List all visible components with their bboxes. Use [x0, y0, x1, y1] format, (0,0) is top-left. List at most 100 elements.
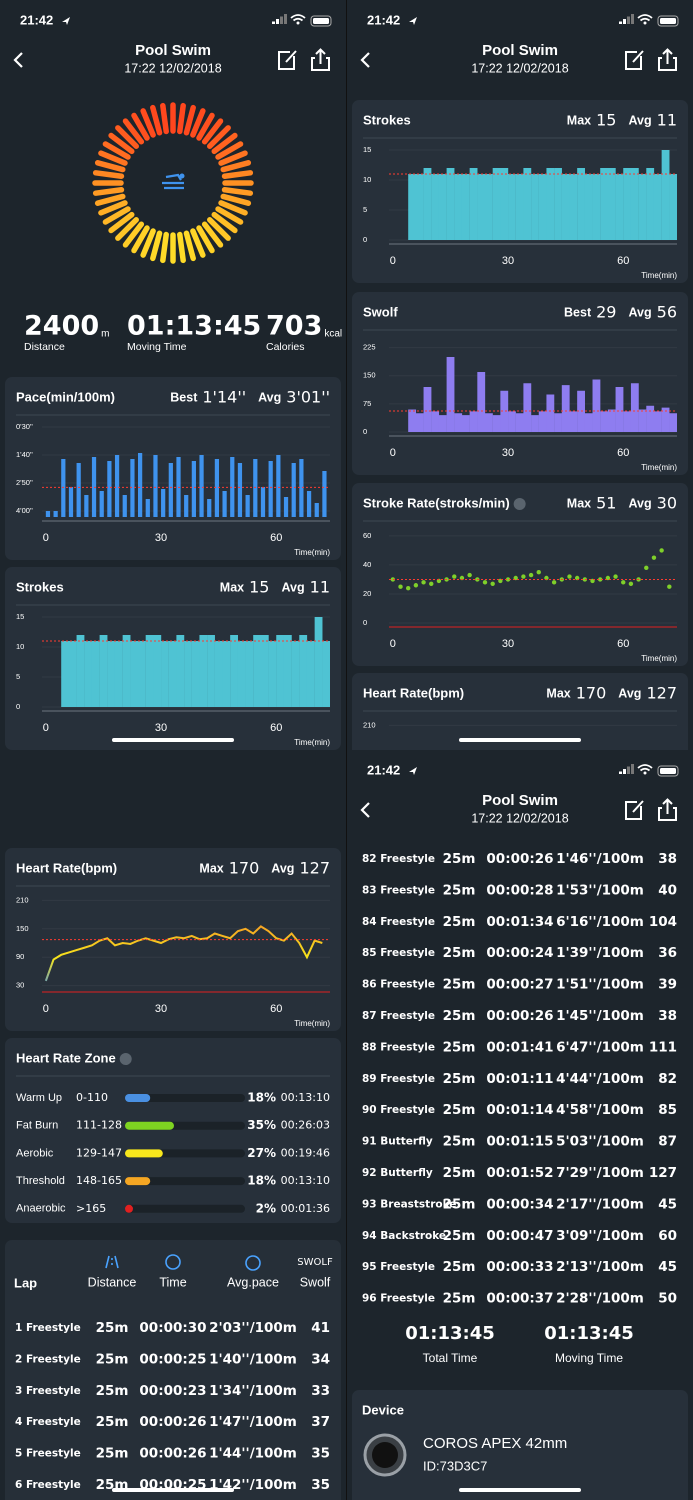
back-button[interactable]: [360, 52, 370, 68]
bar: [508, 174, 516, 240]
share-button[interactable]: [311, 48, 330, 71]
bar: [76, 463, 81, 517]
bar: [130, 641, 139, 707]
stat-value: 51: [596, 494, 616, 513]
x-tick-label: 0: [43, 532, 49, 544]
bar: [161, 641, 169, 707]
bar: [168, 641, 177, 707]
ring-ray: [221, 170, 254, 179]
device-name: COROS APEX 42mm: [423, 1435, 567, 1452]
edit-button[interactable]: [278, 50, 297, 70]
bar: [222, 491, 227, 517]
edit-button[interactable]: [625, 800, 644, 820]
device-title: Device: [362, 1402, 404, 1417]
bar: [492, 168, 501, 240]
bar: [299, 635, 308, 707]
summary-value: 01:13:45: [127, 311, 261, 342]
ring-ray: [94, 160, 126, 173]
bar: [68, 487, 74, 517]
back-button[interactable]: [13, 52, 23, 68]
lap-distance: 25m: [96, 1414, 129, 1430]
total-label: Total Time: [423, 1351, 478, 1365]
zone-bar: [125, 1149, 163, 1158]
point: [490, 581, 495, 587]
bar: [638, 409, 647, 432]
lap-pace: 2'03''/100m: [209, 1320, 297, 1336]
lap-table: [5, 1240, 341, 1500]
lap-pace: 3'09''/100m: [556, 1228, 644, 1244]
wifi-dot: [296, 21, 300, 25]
ring-ray: [140, 228, 156, 258]
y-tick-label: 15: [16, 612, 24, 621]
lap-name: 86 Freestyle: [362, 979, 435, 991]
lap-distance: 25m: [443, 1102, 476, 1118]
x-tick-label: 0: [390, 447, 396, 459]
bar: [260, 487, 266, 517]
battery: [657, 765, 679, 777]
lap-distance: 25m: [96, 1383, 129, 1399]
lap-distance: 25m: [443, 914, 476, 930]
bar: [600, 168, 609, 240]
bar: [214, 641, 223, 707]
bar: [615, 387, 624, 432]
stat-value: 127: [299, 859, 330, 878]
x-tick-label: 0: [390, 638, 396, 650]
point: [421, 580, 426, 585]
bar: [431, 411, 440, 432]
back-button[interactable]: [360, 802, 370, 818]
lap-distance: 25m: [443, 945, 476, 961]
share-button[interactable]: [658, 48, 677, 71]
x-tick-label: 0: [390, 255, 396, 267]
x-tick-label: 30: [502, 638, 514, 650]
summary-unit: m: [101, 329, 109, 340]
bar: [207, 499, 212, 517]
lap-time: 00:00:25: [139, 1351, 206, 1367]
point: [536, 569, 541, 575]
lap-swolf: 111: [649, 1039, 677, 1055]
bar: [630, 168, 639, 240]
card: [5, 1038, 341, 1223]
ring-ray: [220, 193, 252, 206]
stat-label: Max: [546, 686, 570, 700]
lap-pace: 1'51''/100m: [556, 977, 644, 993]
ring-ray: [196, 225, 215, 254]
y-tick-label: 5: [363, 205, 367, 214]
location-icon: [409, 17, 417, 25]
ring-ray: [98, 150, 128, 166]
swim-icon-head: [179, 173, 185, 179]
ring-ray: [190, 108, 206, 138]
lap-name: 3 Freestyle: [15, 1385, 81, 1397]
edit-button[interactable]: [625, 50, 644, 70]
pace-icon: [245, 1255, 261, 1271]
bar: [230, 457, 235, 517]
zone-range: 148-165: [76, 1174, 122, 1187]
bar: [500, 390, 509, 432]
lap-name: 6 Freestyle: [15, 1479, 81, 1491]
zone-range: 0-110: [76, 1091, 108, 1104]
share-button[interactable]: [658, 798, 677, 821]
signal-bar: [623, 19, 626, 24]
lap-distance: 25m: [443, 1134, 476, 1150]
bar: [423, 168, 432, 240]
point: [505, 577, 511, 582]
stat-value: 11: [310, 578, 330, 597]
zone-time: 00:13:10: [281, 1174, 330, 1187]
y-tick-label: 225: [363, 343, 376, 352]
stat-value: 15: [596, 111, 616, 130]
lap-pace: 1'40''/100m: [209, 1351, 297, 1367]
bar: [145, 635, 154, 707]
zone-percent: 27%: [247, 1146, 276, 1160]
lap-name: 82 Freestyle: [362, 853, 435, 865]
bar: [61, 459, 66, 517]
bar: [168, 463, 173, 517]
lap-distance: 25m: [443, 1039, 476, 1055]
lap-distance: 25m: [443, 1291, 476, 1307]
bar: [408, 174, 417, 240]
ring-ray: [122, 118, 145, 145]
summary-value: 2400: [24, 311, 99, 342]
lap-pace: 5'03''/100m: [556, 1134, 644, 1150]
bar: [415, 174, 424, 240]
bar: [314, 503, 319, 517]
bar: [461, 174, 470, 240]
ring-ray: [98, 200, 128, 216]
